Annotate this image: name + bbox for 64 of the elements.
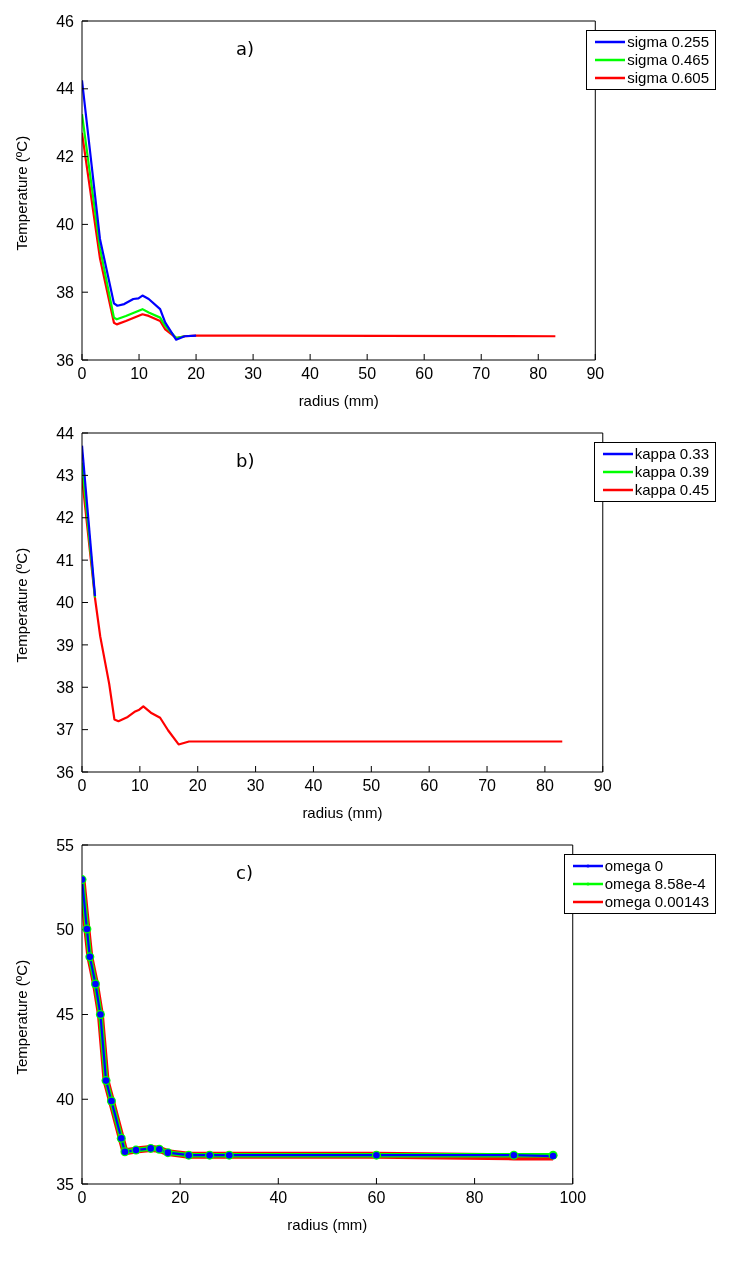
x-tick-label: 80	[536, 777, 554, 795]
y-tick-label: 37	[56, 721, 75, 739]
y-tick-label: 36	[56, 351, 75, 369]
y-tick-label: 40	[56, 216, 75, 234]
x-tick-label: 60	[415, 365, 434, 383]
x-tick-label: 40	[269, 1189, 288, 1207]
x-tick-label: 70	[478, 777, 497, 795]
x-tick-label: 40	[301, 365, 320, 383]
annotation: a)	[236, 38, 255, 59]
x-tick-label: 70	[472, 365, 491, 383]
y-tick-label: 40	[56, 1090, 75, 1108]
annotation: b)	[236, 450, 255, 471]
legend-label: kappa 0.45	[634, 481, 709, 499]
x-tick-label: 80	[465, 1189, 484, 1207]
x-tick-label: 90	[586, 365, 605, 383]
legend-label: omega 8.58e-4	[604, 875, 706, 893]
legend-label: sigma 0.605	[627, 69, 709, 87]
x-tick-label: 50	[358, 365, 377, 383]
y-tick-label: 46	[56, 12, 75, 30]
x-tick-label: 20	[171, 1189, 190, 1207]
y-tick-label: 55	[56, 836, 75, 854]
y-tick-label: 36	[56, 763, 75, 781]
x-tick-label: 20	[187, 365, 206, 383]
x-tick-label: 10	[130, 777, 149, 795]
y-tick-label: 42	[56, 148, 75, 166]
x-tick-label: 80	[529, 365, 548, 383]
x-tick-label: 60	[367, 1189, 386, 1207]
y-tick-label: 40	[56, 594, 75, 612]
x-tick-label: 0	[77, 777, 87, 795]
y-tick-label: 50	[56, 921, 75, 939]
legend-label: sigma 0.255	[627, 33, 709, 51]
x-tick-label: 40	[304, 777, 323, 795]
x-axis-title: radius (mm)	[287, 1216, 368, 1233]
y-tick-label: 38	[56, 283, 75, 301]
x-tick-label: 90	[593, 777, 612, 795]
x-axis-title: radius (mm)	[302, 804, 383, 821]
y-axis-title: Temperature (ºC)	[13, 547, 31, 663]
x-tick-label: 10	[130, 365, 149, 383]
x-tick-label: 0	[77, 365, 87, 383]
y-tick-label: 45	[56, 1006, 75, 1024]
y-tick-label: 43	[56, 467, 75, 485]
x-axis-title: radius (mm)	[298, 392, 379, 409]
y-tick-label: 42	[56, 509, 75, 527]
y-tick-label: 44	[56, 424, 75, 442]
y-axis-title: Temperature (ºC)	[13, 135, 31, 251]
x-tick-label: 0	[77, 1189, 87, 1207]
y-tick-label: 38	[56, 678, 75, 696]
legend-label: kappa 0.39	[634, 463, 709, 481]
y-tick-label: 39	[56, 636, 75, 654]
legend-label: sigma 0.465	[627, 51, 709, 69]
x-tick-label: 100	[559, 1189, 587, 1207]
legend-label: kappa 0.33	[634, 445, 709, 463]
legend-label: omega 0.00143	[604, 893, 709, 911]
y-tick-label: 35	[56, 1175, 75, 1193]
y-axis-title: Temperature (ºC)	[13, 959, 31, 1075]
x-tick-label: 20	[188, 777, 207, 795]
x-tick-label: 30	[246, 777, 265, 795]
annotation: c)	[236, 862, 253, 883]
y-tick-label: 44	[56, 80, 75, 98]
legend-label: omega 0	[604, 857, 664, 875]
x-tick-label: 50	[362, 777, 381, 795]
x-tick-label: 60	[420, 777, 439, 795]
x-tick-label: 30	[244, 365, 263, 383]
y-tick-label: 41	[56, 551, 75, 569]
